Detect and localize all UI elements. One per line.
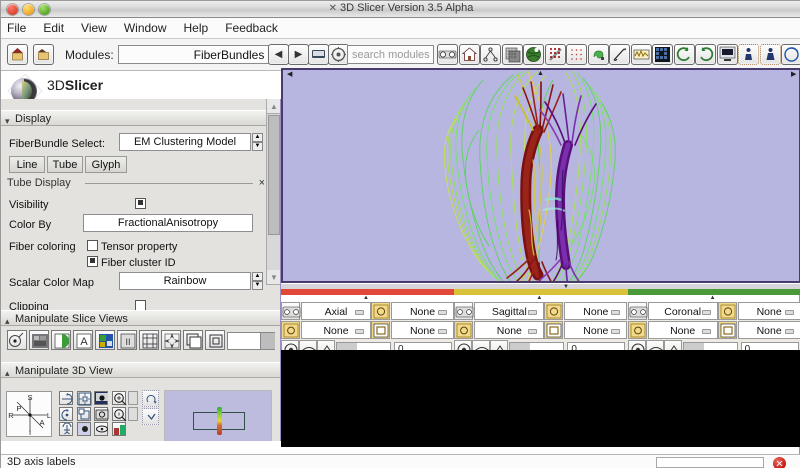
svg-text:A: A <box>39 418 44 427</box>
svg-text:II: II <box>125 337 130 347</box>
svg-text:I: I <box>29 428 31 437</box>
svg-text:R: R <box>8 411 14 420</box>
svg-text:P: P <box>16 404 21 413</box>
svg-text:S: S <box>27 393 32 402</box>
svg-text:A: A <box>80 336 88 348</box>
svg-text:L: L <box>47 411 51 420</box>
